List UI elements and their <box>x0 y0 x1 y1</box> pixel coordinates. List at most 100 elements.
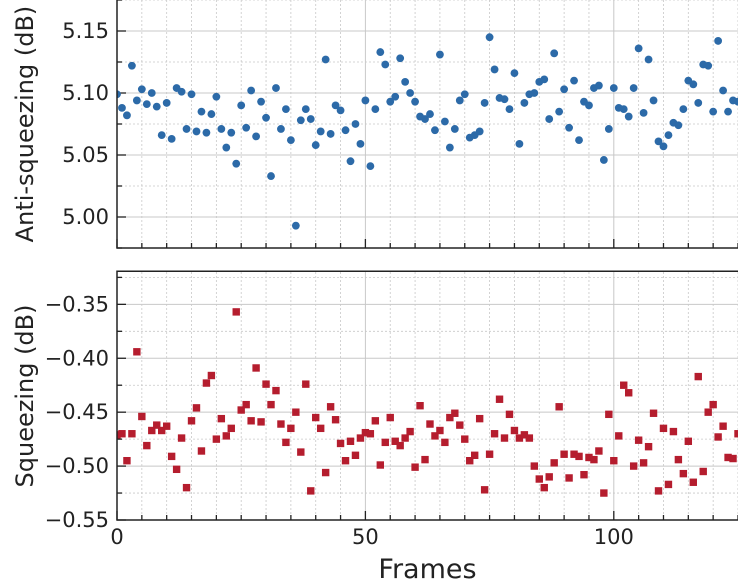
data-point <box>585 453 593 462</box>
data-point <box>411 97 419 106</box>
anti-series <box>117 33 738 230</box>
data-point <box>639 108 648 117</box>
data-point <box>232 308 240 316</box>
data-point <box>734 430 738 438</box>
data-point <box>267 400 275 409</box>
data-point <box>267 172 275 180</box>
data-point <box>699 467 707 476</box>
data-point <box>302 380 310 388</box>
data-point <box>485 33 494 42</box>
data-point <box>133 348 141 356</box>
data-point <box>600 489 608 497</box>
data-point <box>312 413 320 422</box>
y-tick-label: −0.45 <box>45 400 109 424</box>
data-point <box>162 422 171 430</box>
data-point <box>659 424 668 433</box>
data-point <box>172 465 181 474</box>
data-point <box>620 381 628 389</box>
data-point <box>540 483 548 492</box>
data-point <box>152 102 161 111</box>
data-point <box>530 89 539 97</box>
data-point <box>391 437 399 445</box>
data-point <box>123 456 131 465</box>
data-point <box>306 115 315 123</box>
data-point <box>252 132 261 141</box>
data-point <box>679 105 688 114</box>
x-tick-label: 100 <box>594 525 634 549</box>
data-point <box>376 48 385 56</box>
data-point <box>694 99 703 107</box>
data-point <box>401 434 409 442</box>
data-point <box>709 400 717 409</box>
data-point <box>356 434 365 442</box>
data-point <box>296 116 305 125</box>
data-point <box>321 55 330 64</box>
data-point <box>684 437 693 445</box>
data-point <box>604 125 613 133</box>
plot-frame <box>116 0 738 249</box>
data-point <box>227 424 235 433</box>
data-point <box>480 99 489 107</box>
data-point <box>262 113 270 122</box>
data-point <box>704 408 712 416</box>
anti-squeezing-panel: 5.00 5.05 5.10 5.15 Anti-squeezing (dB) <box>11 0 738 249</box>
data-point <box>147 89 156 97</box>
data-point <box>436 50 444 59</box>
y-tick-label: 5.00 <box>62 205 109 229</box>
data-point <box>167 452 176 461</box>
data-point <box>187 417 196 425</box>
data-point <box>575 452 583 461</box>
data-point <box>510 69 519 78</box>
data-point <box>575 136 583 145</box>
y-tick-label: −0.50 <box>45 454 109 478</box>
y-axis-title: Squeezing (dB) <box>11 305 39 488</box>
data-point <box>550 459 558 467</box>
y-tick-label: −0.55 <box>45 508 109 532</box>
data-point <box>659 142 668 151</box>
data-point <box>609 84 618 92</box>
data-point <box>307 487 315 495</box>
data-point <box>629 84 638 92</box>
data-point <box>545 473 553 481</box>
data-point <box>257 418 265 426</box>
data-point <box>247 86 256 95</box>
data-point <box>456 421 464 429</box>
data-point <box>694 372 702 381</box>
data-point <box>376 461 385 469</box>
data-point <box>466 456 474 465</box>
data-point <box>515 139 524 148</box>
data-point <box>351 451 360 460</box>
y-axis-title: Anti-squeezing (dB) <box>11 6 39 243</box>
squeeze-series <box>117 308 738 497</box>
data-point <box>262 380 270 388</box>
data-point <box>515 434 524 442</box>
data-point <box>619 105 628 114</box>
data-point <box>406 89 415 97</box>
data-point <box>689 478 697 486</box>
data-point <box>217 414 226 423</box>
data-point <box>470 451 479 460</box>
data-point <box>286 136 295 145</box>
data-point <box>142 100 151 109</box>
data-point <box>629 462 638 470</box>
y-tick-label: 5.15 <box>62 19 109 43</box>
x-tick-label: 50 <box>352 525 379 549</box>
data-point <box>585 101 593 110</box>
data-point <box>634 44 643 53</box>
data-point <box>222 432 230 440</box>
data-point <box>128 430 136 438</box>
data-point <box>252 364 260 372</box>
data-point <box>237 406 245 414</box>
data-point <box>625 389 633 397</box>
data-point <box>237 101 246 110</box>
data-point <box>381 60 390 69</box>
data-point <box>138 412 146 421</box>
data-point <box>381 438 389 447</box>
data-point <box>649 96 658 105</box>
data-point <box>202 128 211 137</box>
data-point <box>197 107 206 116</box>
data-point <box>560 450 568 458</box>
data-point <box>570 450 578 458</box>
data-point <box>615 432 623 440</box>
